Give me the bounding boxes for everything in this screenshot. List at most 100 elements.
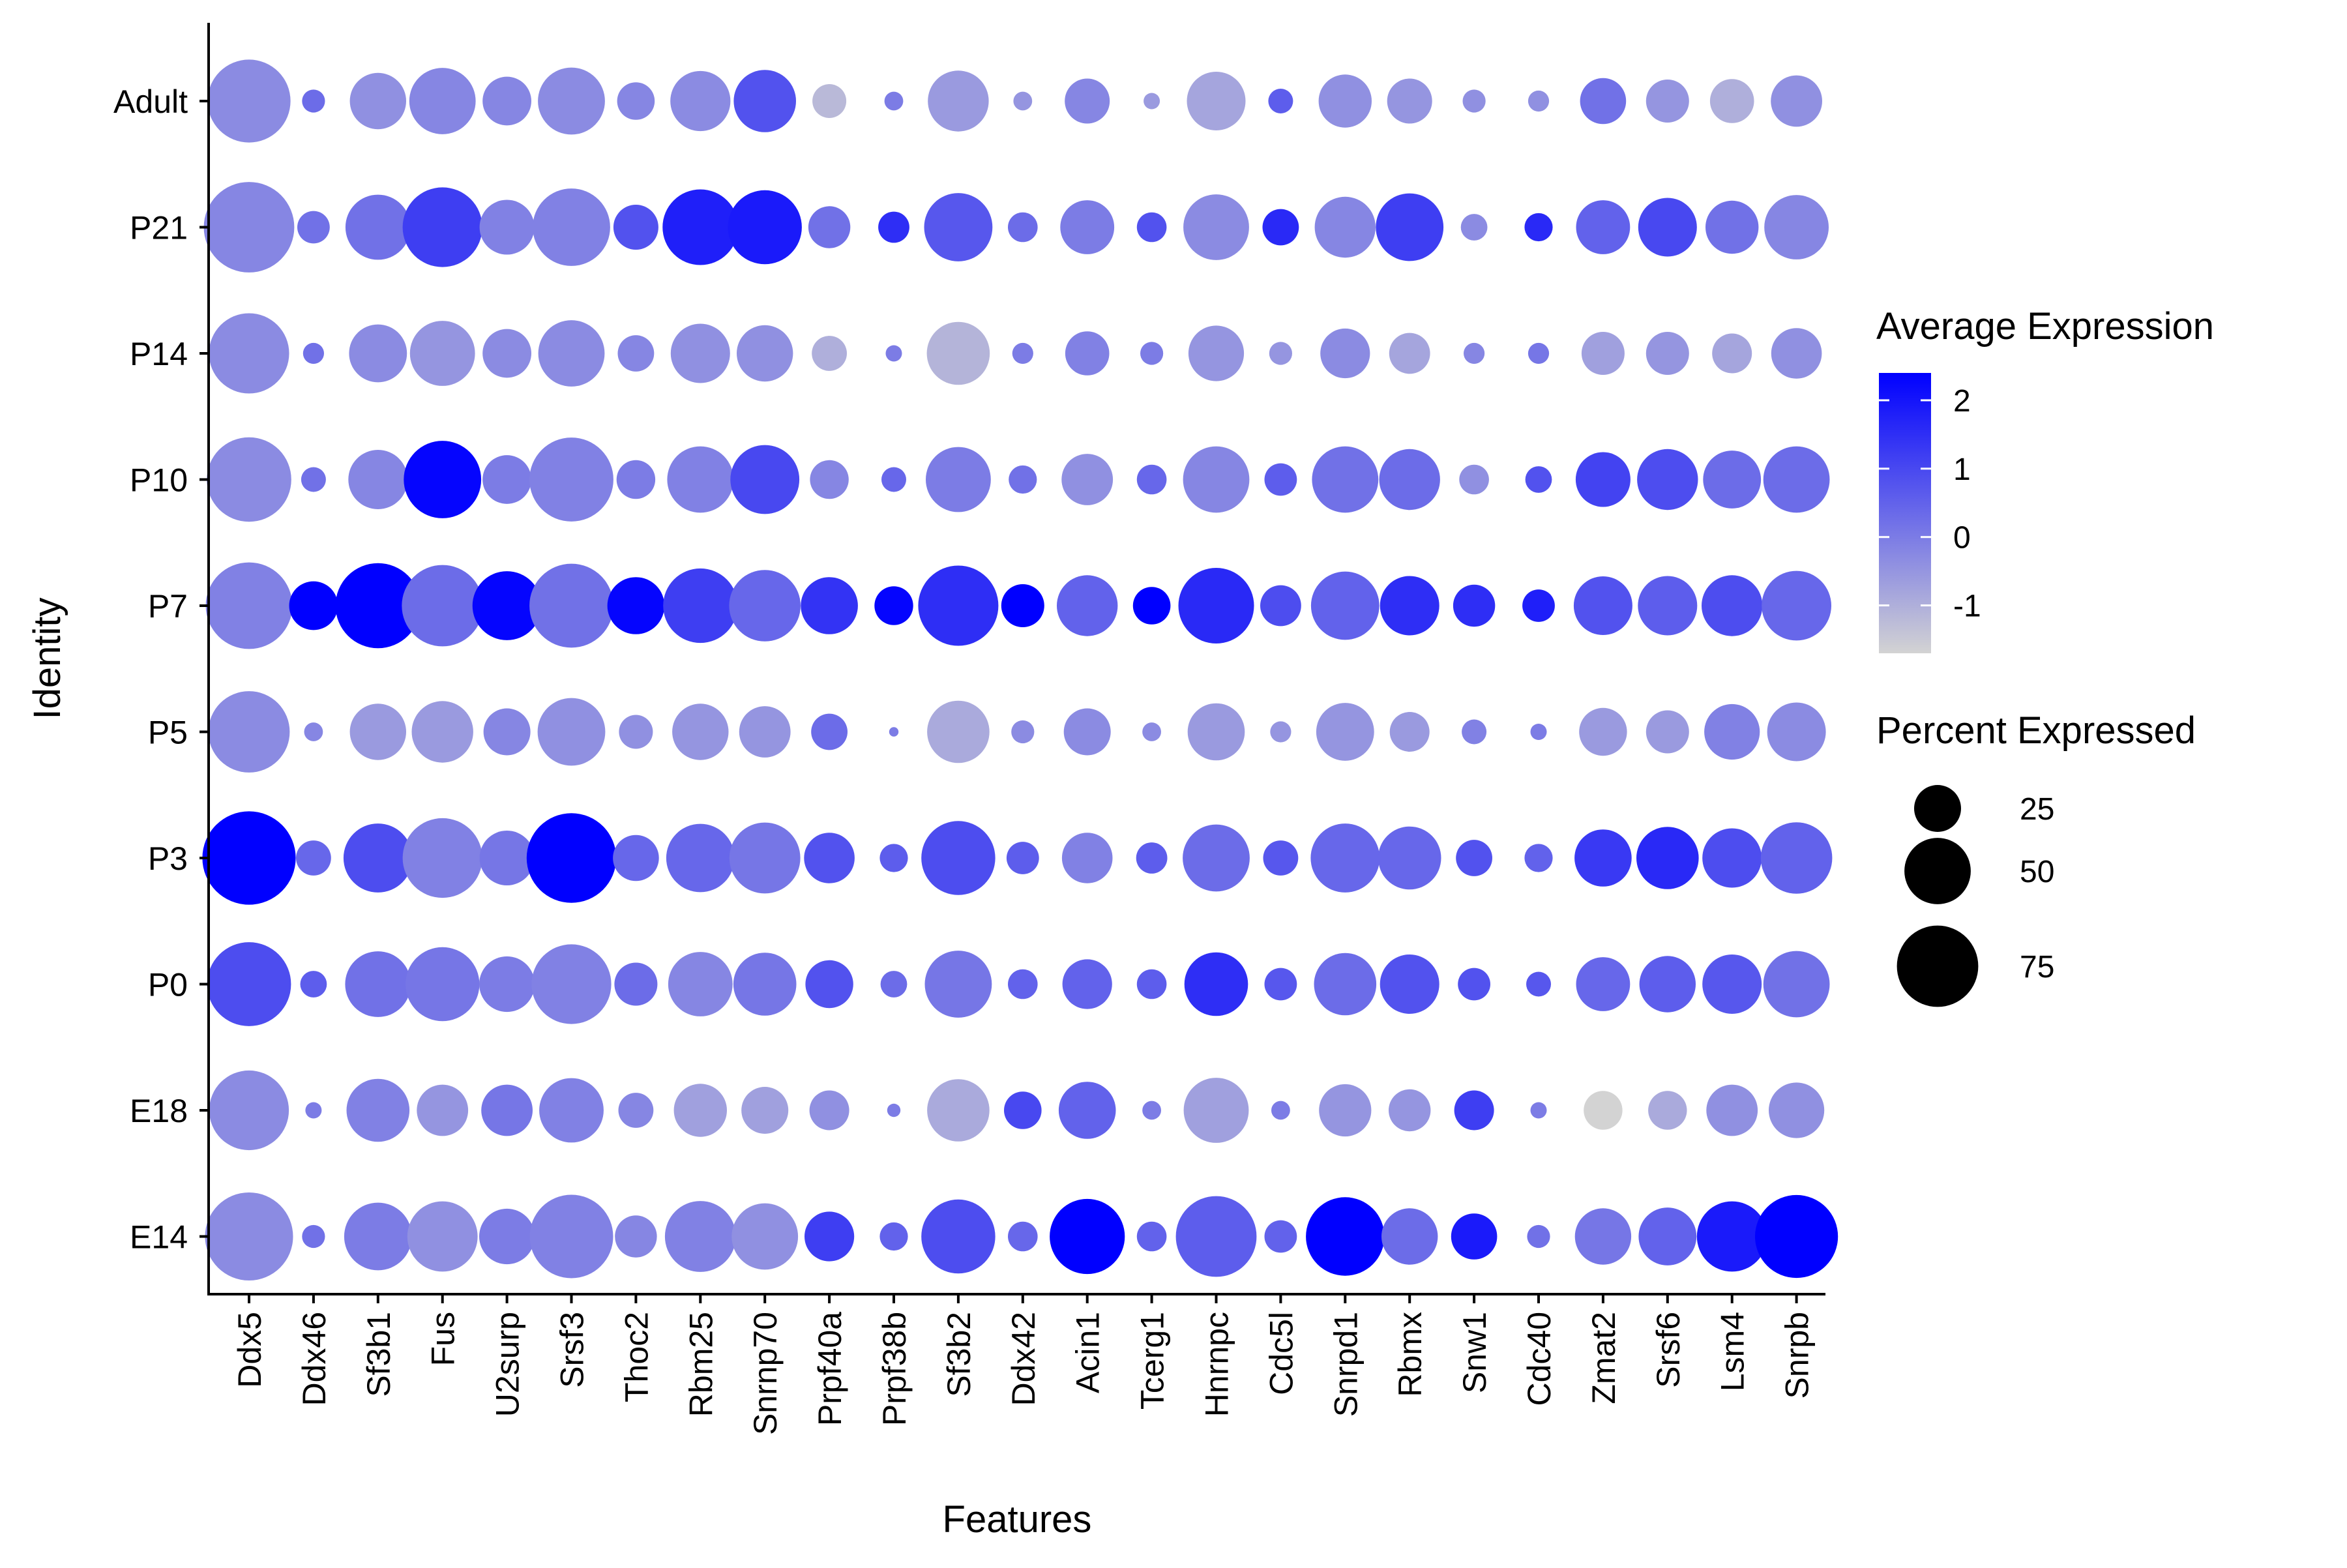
dot-P21-Fus xyxy=(402,187,482,267)
dot-P7-Fus xyxy=(402,565,484,647)
y-axis-title: Identity xyxy=(26,598,68,720)
dot-P3-Cdc5l xyxy=(1263,840,1299,876)
dot-P5-Zmat2 xyxy=(1579,707,1627,756)
dot-P0-Sf3b2 xyxy=(924,951,992,1018)
dot-P10-Hnrnpc xyxy=(1183,446,1250,513)
dot-P5-Snrpd1 xyxy=(1316,703,1374,761)
dot-P7-Ddx46 xyxy=(289,581,338,630)
dot-Adult-Ddx5 xyxy=(207,59,291,143)
x-tick-label: Rbm25 xyxy=(683,1312,719,1417)
dot-E14-Sf3b1 xyxy=(344,1202,412,1271)
dot-P3-Ddx5 xyxy=(202,811,296,905)
x-tick-label: Rbmx xyxy=(1392,1312,1428,1397)
dot-P0-Srsf3 xyxy=(531,944,612,1024)
dot-P14-Ddx46 xyxy=(303,342,324,364)
dot-P14-Sf3b1 xyxy=(349,324,407,383)
dot-P5-Cdc40 xyxy=(1530,724,1547,740)
dot-E14-Rbmx xyxy=(1381,1208,1438,1265)
dot-E14-Prpf40a xyxy=(804,1211,855,1262)
dot-P7-Prpf40a xyxy=(801,577,858,634)
dot-P5-Thoc2 xyxy=(619,715,653,749)
dot-P3-Hnrnpc xyxy=(1183,824,1250,892)
dot-P5-Tcerg1 xyxy=(1142,722,1161,741)
dot-E14-U2surp xyxy=(479,1208,535,1265)
dot-P7-Snrpb xyxy=(1762,570,1832,641)
color-legend-tick-label: -1 xyxy=(1953,589,1981,624)
dot-P5-Ddx42 xyxy=(1011,720,1035,744)
dot-P3-Prpf40a xyxy=(804,833,855,883)
size-legend-dot-75 xyxy=(1897,925,1979,1007)
dot-E18-Snrnp70 xyxy=(741,1087,789,1134)
size-legend-dot-25 xyxy=(1914,785,1961,832)
dot-P0-Prpf38b xyxy=(880,971,908,998)
dot-P3-Prpf38b xyxy=(879,844,908,872)
dot-P10-Fus xyxy=(404,441,482,518)
dot-P21-Rbm25 xyxy=(662,189,739,265)
x-tick-label: Srsf6 xyxy=(1650,1312,1687,1388)
dot-P14-Prpf38b xyxy=(885,345,902,362)
dot-P14-Sf3b2 xyxy=(926,321,990,385)
dot-P7-Lsm4 xyxy=(1702,575,1763,636)
dot-E18-Snrpb xyxy=(1769,1082,1825,1138)
y-tick-label: P5 xyxy=(148,715,188,751)
color-legend-tick-label: 2 xyxy=(1953,384,1971,419)
dot-P5-Srsf6 xyxy=(1646,710,1689,754)
dot-P5-Fus xyxy=(411,701,473,763)
dot-E18-Cdc40 xyxy=(1530,1102,1547,1119)
dot-P21-Snrpd1 xyxy=(1314,196,1376,258)
dot-P14-Cdc40 xyxy=(1528,342,1550,364)
dot-Adult-Srsf3 xyxy=(538,67,605,135)
dot-P5-Prpf40a xyxy=(811,713,848,750)
x-axis-title: Features xyxy=(943,1498,1092,1541)
dot-E14-Cdc5l xyxy=(1264,1220,1297,1253)
x-ticks-layer: Ddx5 Ddx46 Sf3b1 Fus U2surp Srsf3 Thoc2 Rbm25 Sn… xyxy=(231,1294,1816,1435)
dot-E14-Snrpb xyxy=(1755,1194,1838,1279)
dot-P0-Cdc5l xyxy=(1264,968,1297,1001)
dot-P0-Snw1 xyxy=(1458,968,1491,1001)
x-tick-label: Cdc40 xyxy=(1521,1312,1557,1406)
dot-Adult-Thoc2 xyxy=(617,82,655,120)
dot-E18-Prpf38b xyxy=(887,1103,901,1117)
dot-P3-Zmat2 xyxy=(1574,829,1632,887)
dot-E18-Sf3b2 xyxy=(927,1079,990,1142)
dot-E14-Snrnp70 xyxy=(731,1203,799,1270)
dot-P3-Srsf3 xyxy=(526,813,617,903)
x-tick-label: Tcerg1 xyxy=(1134,1312,1171,1410)
dot-P0-U2surp xyxy=(479,956,535,1013)
dot-Adult-Snrpb xyxy=(1771,75,1823,127)
dot-P10-Cdc40 xyxy=(1525,466,1552,493)
dot-P14-Cdc5l xyxy=(1269,342,1292,365)
dot-P3-Srsf6 xyxy=(1636,827,1699,889)
dot-P5-Sf3b2 xyxy=(927,700,990,763)
dot-P0-Snrpd1 xyxy=(1314,953,1377,1016)
x-tick-label: Sf3b1 xyxy=(361,1312,397,1397)
dot-P0-Rbmx xyxy=(1380,954,1439,1014)
x-tick-label: Snrpb xyxy=(1779,1312,1816,1398)
color-legend-ticks: 2 1 0 -1 xyxy=(1879,384,1981,624)
dot-P10-Ddx42 xyxy=(1009,465,1037,494)
dot-P7-Srsf3 xyxy=(529,563,613,648)
dot-P21-Zmat2 xyxy=(1576,200,1631,254)
dot-P14-Fus xyxy=(409,321,475,386)
dot-P21-Rbmx xyxy=(1376,193,1444,261)
dot-P3-Ddx46 xyxy=(296,840,331,876)
dot-P10-Ddx5 xyxy=(207,437,291,522)
dot-P21-Snrnp70 xyxy=(728,190,802,265)
dot-P5-Cdc5l xyxy=(1270,721,1292,743)
dot-E18-Sf3b1 xyxy=(346,1078,410,1142)
dot-P3-Thoc2 xyxy=(613,835,659,881)
dot-E14-Hnrnpc xyxy=(1175,1196,1257,1277)
x-tick-label: Snrpd1 xyxy=(1327,1312,1364,1417)
dot-P7-Srsf6 xyxy=(1638,576,1698,636)
dot-P10-Srsf6 xyxy=(1637,449,1698,510)
dot-P5-Snrpb xyxy=(1767,702,1826,762)
dot-P10-Ddx46 xyxy=(301,467,326,492)
dot-P7-Thoc2 xyxy=(607,577,665,634)
dot-P21-Snw1 xyxy=(1460,214,1488,241)
dot-P7-Cdc5l xyxy=(1260,585,1301,627)
dot-P0-Snrpb xyxy=(1763,951,1830,1018)
y-tick-label: E14 xyxy=(130,1219,188,1256)
dot-P7-Tcerg1 xyxy=(1132,587,1171,625)
dot-Adult-Zmat2 xyxy=(1580,78,1627,125)
